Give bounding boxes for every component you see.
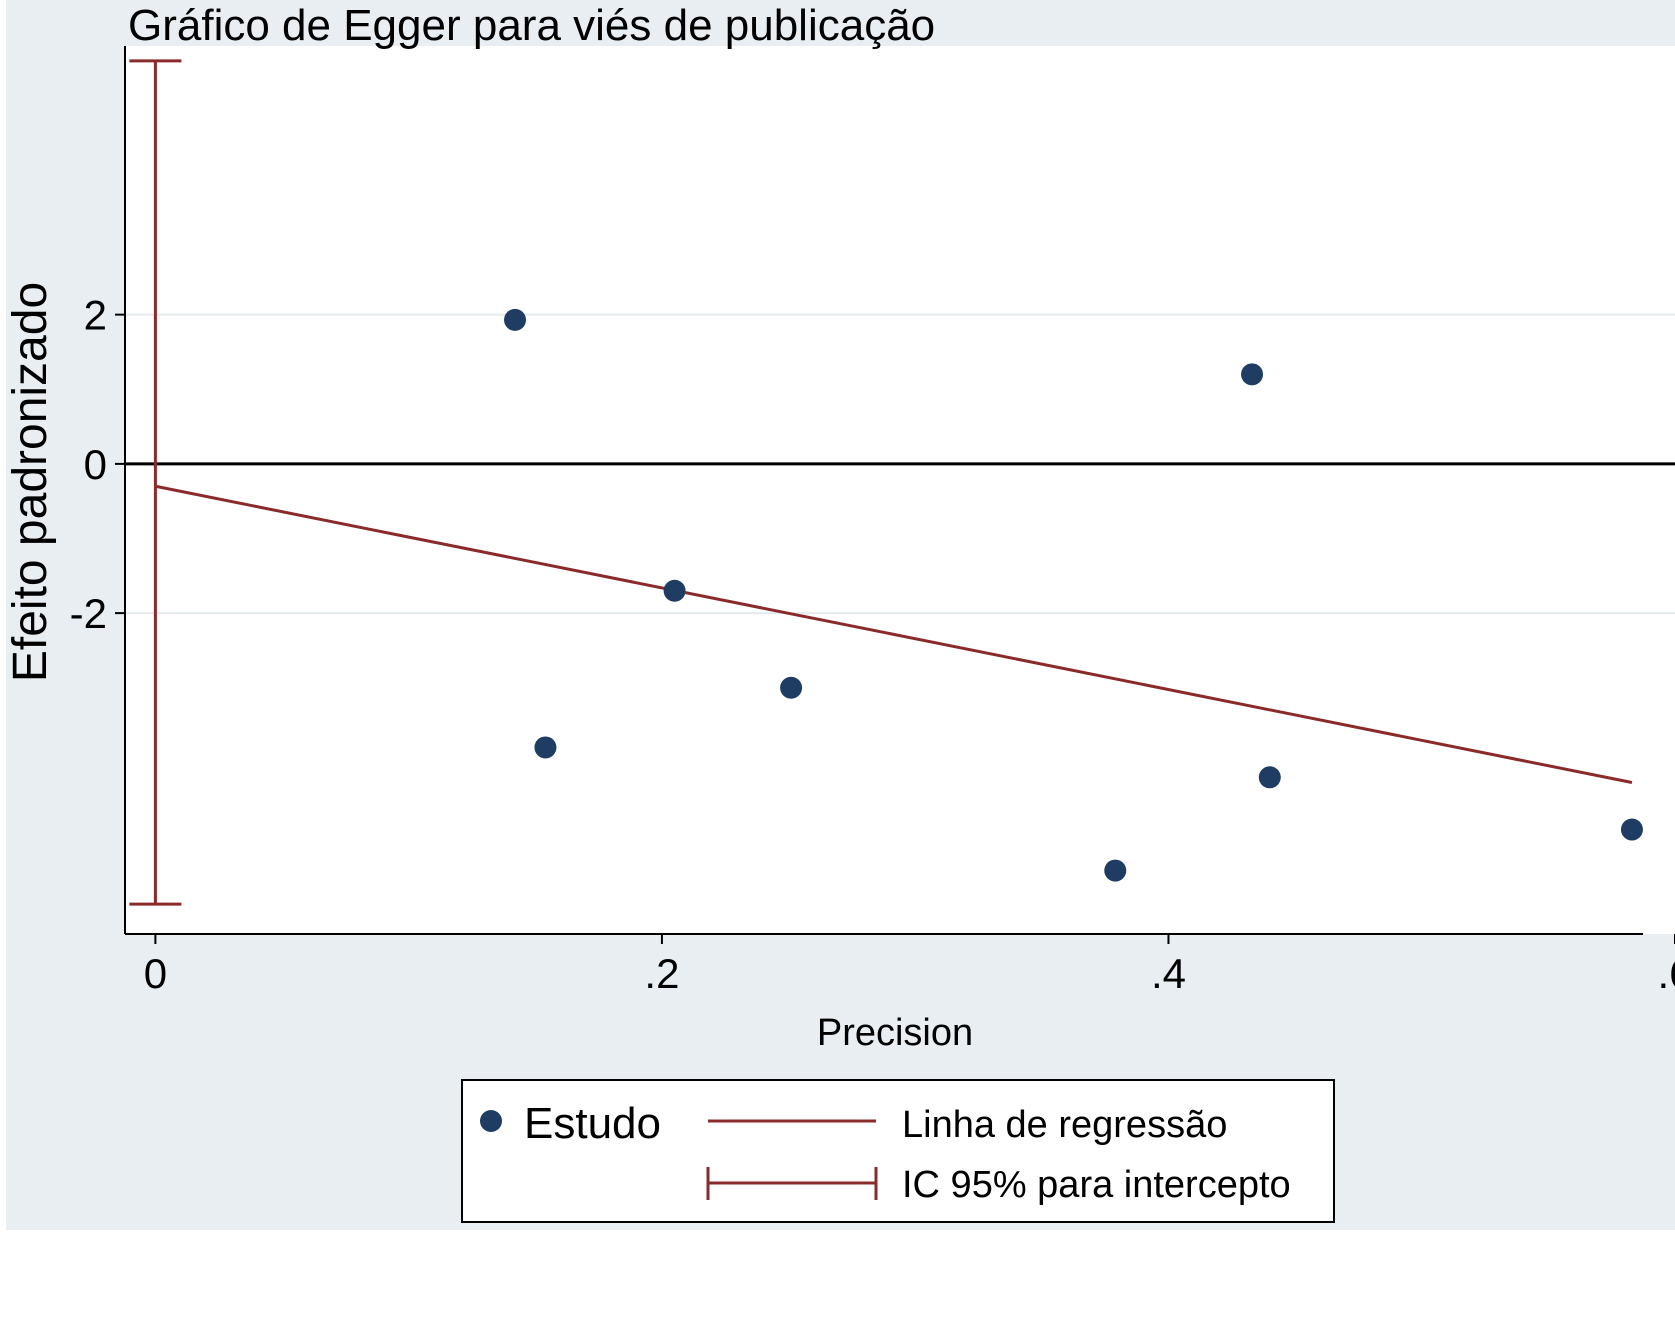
legend-box (461, 1079, 1335, 1223)
x-axis-label: Precision (817, 1012, 973, 1054)
y-axis-label: Efeito padronizado (4, 282, 57, 682)
legend-label-regression-line: Linha de regressão (902, 1104, 1227, 1146)
data-point (504, 308, 527, 331)
series-layer (129, 59, 1643, 906)
regression-line (155, 484, 1633, 784)
legend-marker-ci (706, 1167, 878, 1200)
data-point (1104, 859, 1127, 882)
x-tick-label: 0 (144, 950, 167, 997)
chart-title: Gráfico de Egger para viés de publicação (128, 1, 935, 50)
x-tick-label: .4 (1151, 950, 1186, 997)
data-point (1258, 766, 1281, 789)
data-point (780, 676, 803, 699)
legend-label-ci: IC 95% para intercepto (902, 1164, 1291, 1206)
legend-label-estudo: Estudo (524, 1099, 661, 1148)
axis-layer: 2 0 -2 0 .2 .4 .6 (70, 292, 1675, 997)
legend-marker-estudo (480, 1110, 502, 1132)
data-point (663, 579, 686, 602)
data-point (1620, 818, 1643, 841)
data-point (534, 736, 557, 759)
data-point (1241, 363, 1264, 386)
x-tick-label: .2 (644, 950, 679, 997)
y-tick-label: 2 (84, 292, 107, 339)
y-tick-label: 0 (84, 441, 107, 488)
y-tick-label: -2 (70, 590, 107, 637)
x-tick-label: .6 (1657, 950, 1675, 997)
plot-area (125, 46, 1675, 934)
legend: Estudo Linha de regressão IC 95% para in… (461, 1079, 1335, 1223)
